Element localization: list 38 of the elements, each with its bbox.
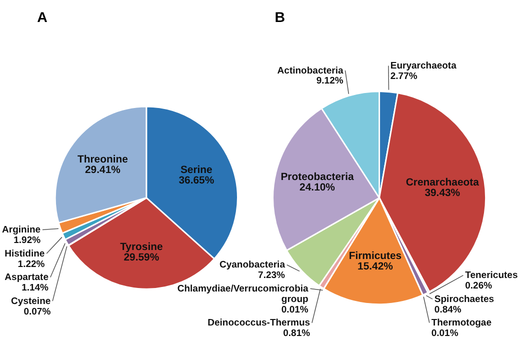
data-label: 0.01% bbox=[281, 304, 309, 316]
slice-label: Cyanobacteria bbox=[220, 260, 286, 271]
data-label: 0.26% bbox=[465, 280, 493, 292]
data-label: 7.23% bbox=[258, 270, 286, 282]
data-label: 39.43% bbox=[424, 188, 460, 199]
data-label: 15.42% bbox=[358, 262, 393, 273]
chart-title: B bbox=[274, 10, 286, 26]
data-label: 0.84% bbox=[434, 304, 462, 316]
data-label: 29.41% bbox=[85, 164, 120, 176]
chart-title: A bbox=[37, 10, 48, 26]
slice-label: Crenarchaeota bbox=[406, 177, 480, 188]
slice-label: Spirochaetes bbox=[434, 294, 494, 305]
slice-label: Arginine bbox=[2, 224, 41, 236]
slice-label: Chlamydiae/Verrucomicrobia group bbox=[177, 283, 310, 305]
data-label: 1.14% bbox=[22, 282, 50, 294]
data-label: 0.01% bbox=[431, 328, 459, 340]
slice-label: Proteobacteria bbox=[280, 172, 354, 184]
data-label: 24.10% bbox=[300, 182, 335, 194]
slice-label: Cysteine bbox=[11, 296, 51, 307]
data-label: 9.12% bbox=[316, 76, 344, 87]
data-label: 1.22% bbox=[18, 258, 46, 270]
slice-label: Euryarchaeota bbox=[390, 60, 458, 72]
slice-label: Actinobacteria bbox=[277, 65, 344, 76]
data-label: 0.07% bbox=[24, 306, 52, 318]
slice-label: Firmicutes bbox=[348, 251, 402, 262]
slice-label: Serine bbox=[180, 165, 213, 176]
slice-label: Aspartate bbox=[4, 272, 49, 284]
data-label: 29.59% bbox=[124, 252, 160, 264]
slice-label: Thermotogae bbox=[431, 318, 492, 329]
data-label: 0.81% bbox=[283, 328, 311, 340]
slice-label: Tenericutes bbox=[465, 270, 518, 282]
data-label: 1.92% bbox=[14, 235, 42, 246]
slice-label: Tyrosine bbox=[120, 242, 163, 253]
slice-label: Histidine bbox=[4, 248, 45, 260]
data-label: 2.77% bbox=[390, 71, 418, 82]
data-label: 36.65% bbox=[178, 176, 214, 187]
slice-label: Threonine bbox=[77, 154, 128, 166]
slice-label: Deinococcus-Thermus bbox=[208, 318, 310, 329]
